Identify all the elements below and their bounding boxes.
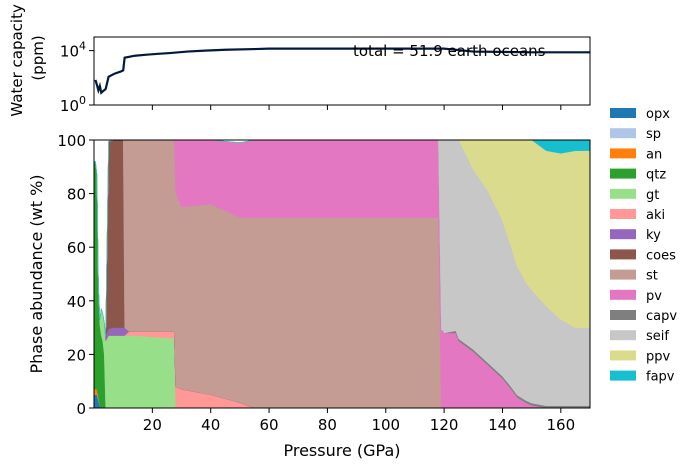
area-pv — [94, 140, 590, 408]
legend-label-aki: aki — [646, 208, 665, 223]
legend-swatch-qtz — [610, 168, 636, 179]
legend-label-coes: coes — [646, 248, 676, 263]
water-capacity-line — [94, 47, 590, 95]
legend-swatch-pv — [610, 289, 636, 300]
bottom-plot-frame — [93, 139, 591, 409]
legend-swatch-capv — [610, 310, 636, 320]
top-y-tick-exponent: 4 — [79, 40, 86, 53]
area-st — [94, 140, 590, 408]
legend-label-st: st — [646, 269, 658, 284]
top-y-tick-label: 100 — [60, 94, 86, 115]
y-tick-label: 0 — [76, 400, 86, 418]
top-y-tick-base: 10 — [60, 43, 79, 61]
legend-label-qtz: qtz — [646, 168, 666, 183]
legend-swatch-an — [610, 148, 636, 159]
x-tick-label: 80 — [318, 416, 337, 434]
legend-label-pv: pv — [646, 289, 662, 304]
top-y-axis-label-line-1: Water capacity — [8, 4, 26, 117]
legend-swatch-seif — [610, 330, 636, 341]
total-oceans-annotation: total = 51.9 earth oceans — [353, 42, 546, 60]
x-tick-label: 120 — [430, 416, 459, 434]
top-plot-frame — [93, 36, 591, 106]
legend-swatch-opx — [610, 108, 636, 118]
y-tick-label: 20 — [67, 346, 86, 364]
x-axis-label: Pressure (GPa) — [283, 441, 400, 460]
x-tick-label: 140 — [488, 416, 517, 434]
x-tick-label: 160 — [547, 416, 576, 434]
legend-label-fapv: fapv — [646, 370, 675, 385]
legend-label-opx: opx — [646, 107, 670, 122]
y-tick-label: 100 — [57, 132, 86, 150]
legend-label-gt: gt — [646, 188, 659, 203]
top-y-tick-exponent: 0 — [79, 94, 86, 107]
legend-swatch-fapv — [610, 370, 636, 381]
top-y-axis-label-line-2: (ppm) — [29, 35, 47, 80]
x-tick-label: 100 — [371, 416, 400, 434]
bottom-x-ticks: 20 40 60 80 100 120 140 160 — [143, 408, 575, 434]
legend-swatch-gt — [610, 188, 636, 199]
legend-swatch-aki — [610, 209, 636, 219]
top-x-ticks — [151, 105, 562, 110]
x-tick-label: 60 — [260, 416, 279, 434]
legend-swatch-ky — [610, 229, 636, 240]
area-seif — [94, 140, 590, 407]
y-tick-label: 60 — [67, 239, 86, 257]
y-tick-label: 80 — [67, 186, 86, 204]
legend-label-ky: ky — [646, 228, 661, 243]
legend-label-an: an — [646, 147, 662, 162]
y-tick-label: 40 — [67, 293, 86, 311]
legend-label-seif: seif — [646, 329, 669, 344]
x-tick-label: 20 — [143, 416, 162, 434]
bottom-y-ticks: 0 20 40 60 80 100 — [57, 132, 94, 418]
phase-areas — [94, 140, 590, 408]
legend-label-sp: sp — [646, 127, 661, 142]
legend-label-capv: capv — [646, 309, 677, 324]
legend-label-ppv: ppv — [646, 349, 671, 364]
legend: opx sp an qtz gt aki ky coes st pv capv seif ppv fapv — [610, 107, 677, 385]
top-y-tick-base: 10 — [60, 97, 79, 115]
x-tick-label: 40 — [201, 416, 220, 434]
top-y-tick-label: 104 — [60, 40, 86, 61]
legend-swatch-ppv — [610, 350, 636, 361]
y-axis-label: Phase abundance (wt %) — [27, 174, 46, 373]
area-ppv — [94, 140, 590, 336]
top-y-axis-label: Water capacity (ppm) — [8, 0, 47, 117]
legend-swatch-st — [610, 269, 636, 280]
phase-abundance-panel: 20 40 60 80 100 120 140 160 0 20 40 60 80 100 Pressu… — [27, 132, 591, 460]
legend-swatch-coes — [610, 249, 636, 260]
legend-swatch-sp — [610, 128, 636, 139]
